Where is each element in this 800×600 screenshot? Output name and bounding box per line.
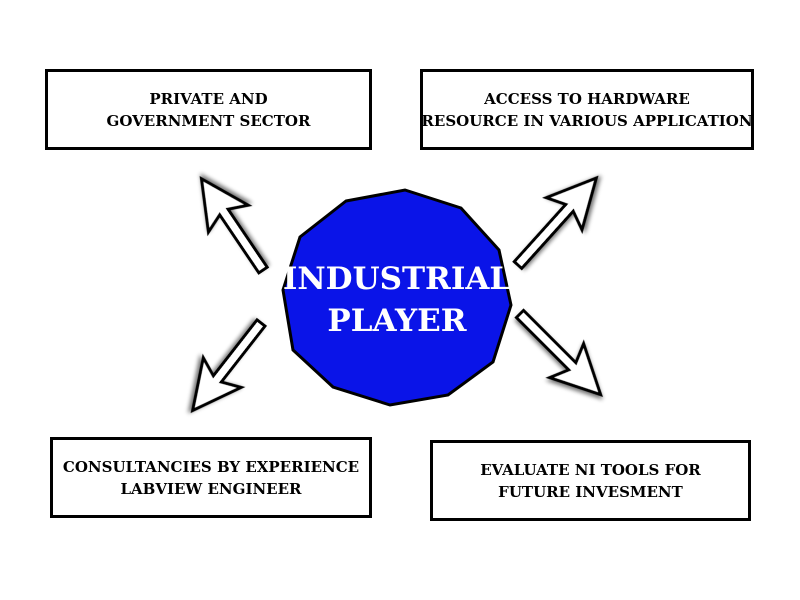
box-text-line: EVALUATE NI TOOLS FOR [480, 460, 701, 479]
arrow-down-right [514, 308, 603, 397]
center-label: INDUSTRIAL PLAYER [283, 250, 511, 350]
center-label-line-1: INDUSTRIAL [282, 261, 512, 297]
box-consultancies: CONSULTANCIES BY EXPERIENCE LABVIEW ENGI… [50, 437, 372, 518]
box-text-line: LABVIEW ENGINEER [120, 479, 302, 498]
center-label-line-2: PLAYER [327, 303, 467, 339]
arrow-up-right [512, 175, 599, 271]
box-text-line: PRIVATE AND [149, 89, 268, 108]
industrial-player-polygon [281, 188, 513, 407]
box-text-line: FUTURE INVESMENT [498, 482, 683, 501]
box-private-government-sector: PRIVATE AND GOVERNMENT SECTOR [45, 69, 372, 150]
arrow-up-left [199, 176, 270, 275]
box-hardware-access: ACCESS TO HARDWARE RESOURCE IN VARIOUS A… [420, 69, 754, 150]
box-text-line: RESOURCE IN VARIOUS APPLICATION [421, 111, 753, 130]
box-evaluate-ni-tools: EVALUATE NI TOOLS FOR FUTURE INVESMENT [430, 440, 751, 521]
box-text-line: GOVERNMENT SECTOR [106, 111, 311, 130]
box-text-line: ACCESS TO HARDWARE [484, 89, 690, 108]
arrow-down-left [190, 317, 268, 414]
box-text-line: CONSULTANCIES BY EXPERIENCE [62, 457, 360, 476]
